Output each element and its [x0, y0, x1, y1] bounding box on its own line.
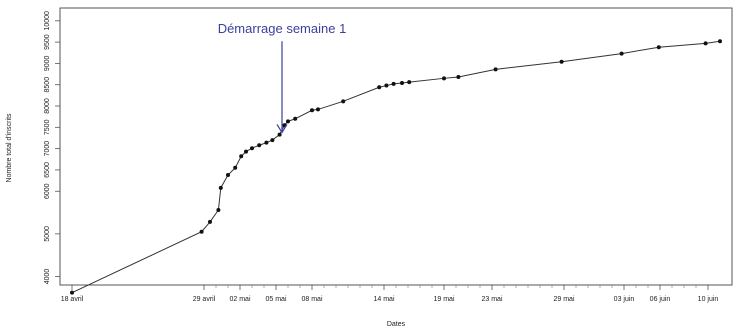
data-point — [218, 185, 223, 190]
data-point — [233, 165, 238, 170]
plot-frame — [59, 7, 733, 286]
data-series — [70, 39, 722, 295]
data-point — [244, 149, 248, 154]
x-tick-label: 14 mai — [373, 296, 394, 303]
data-point — [703, 41, 708, 46]
data-point — [239, 154, 244, 159]
y-tick-label: 8000 — [44, 98, 51, 114]
x-axis: 18 avril 29 avril 02 mai 05 mai 08 mai 14 mai… — [61, 285, 719, 303]
x-tick-label: 05 mai — [265, 296, 286, 303]
data-point — [226, 173, 230, 178]
data-point — [250, 146, 254, 151]
data-point — [384, 83, 389, 88]
y-tick-label: 10000 — [44, 11, 51, 31]
x-tick-label: 29 avril — [193, 296, 216, 303]
data-point — [718, 39, 722, 44]
data-point — [264, 140, 269, 145]
data-point — [493, 67, 498, 72]
data-point — [216, 207, 221, 212]
data-point — [286, 119, 290, 124]
x-tick-label: 08 mai — [301, 296, 322, 303]
data-point — [341, 99, 346, 104]
data-point — [407, 80, 412, 85]
y-tick-label: 6500 — [44, 162, 51, 178]
data-point — [208, 219, 212, 224]
data-point — [293, 116, 298, 121]
data-point — [400, 81, 404, 86]
x-tick-label: 02 mai — [229, 296, 250, 303]
y-tick-label: 8500 — [44, 77, 51, 93]
data-point — [199, 229, 204, 234]
annotation: Démarrage semaine 1 — [218, 21, 347, 134]
data-point — [656, 45, 661, 50]
data-point — [377, 85, 382, 90]
data-point — [316, 107, 320, 112]
y-tick-label: 7500 — [44, 119, 51, 135]
data-point — [270, 138, 275, 143]
x-tick-label: 18 avril — [61, 296, 84, 303]
y-tick-label: 9500 — [44, 34, 51, 50]
data-point — [559, 59, 564, 64]
x-tick-label: 06 juin — [650, 296, 671, 303]
y-axis-title: Nombre total d'inscrits — [6, 113, 13, 183]
x-axis-title: Dates — [387, 321, 406, 328]
data-point — [619, 51, 624, 56]
x-tick-label: 23 mai — [481, 296, 502, 303]
y-tick-label: 9000 — [44, 56, 51, 72]
annotation-text: Démarrage semaine 1 — [218, 21, 347, 36]
y-tick-label: 7000 — [44, 141, 51, 157]
y-tick-label: 6000 — [44, 183, 51, 199]
data-point — [391, 81, 396, 86]
y-tick-label: 5000 — [44, 226, 51, 242]
annotation-arrow-head — [276, 124, 288, 134]
data-point — [277, 132, 282, 137]
y-axis: 4000 5000 6000 6500 7000 7500 8000 8500 9000 9500… — [44, 11, 60, 284]
x-tick-label: 29 mai — [553, 296, 574, 303]
data-point — [257, 143, 262, 148]
data-point — [310, 108, 314, 113]
y-tick-label: 4000 — [44, 269, 51, 285]
x-tick-label: 10 juin — [698, 296, 719, 303]
data-point — [456, 75, 461, 80]
x-tick-label: 03 juin — [614, 296, 635, 303]
data-point — [442, 76, 446, 81]
x-tick-label: 19 mai — [433, 296, 454, 303]
data-point — [70, 290, 74, 295]
